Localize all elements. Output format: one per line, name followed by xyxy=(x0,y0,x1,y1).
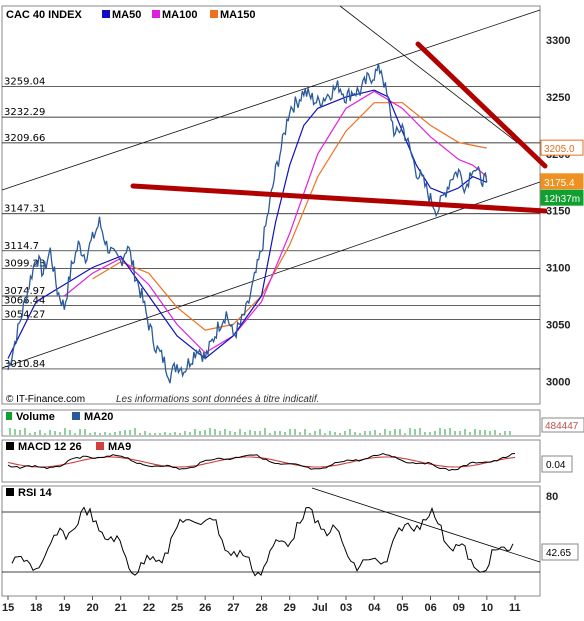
level-label: 3232.29 xyxy=(4,107,45,118)
x-tick-label: 05 xyxy=(396,602,408,614)
rsi-title: RSI 14 xyxy=(18,487,53,499)
level-label: 3114.7 xyxy=(4,241,39,252)
ma150-line xyxy=(92,102,487,331)
volume-panel: Volume MA20 484447 xyxy=(1,409,584,437)
x-tick-label: 10 xyxy=(481,602,493,614)
rsi-panel: RSI 14 80 42.65 xyxy=(1,485,579,597)
level-label: 3259.04 xyxy=(4,77,45,88)
price-line xyxy=(7,63,488,384)
x-tick-label: 04 xyxy=(368,602,381,614)
macd-panel: MACD 12 26 MA9 0.04 xyxy=(1,439,573,483)
y-tick-label: 3050 xyxy=(546,319,570,331)
level-label: 3010.84 xyxy=(4,359,45,370)
legend-swatch-ma150 xyxy=(210,10,218,18)
price-tag-box xyxy=(540,189,584,206)
rsi-value: 42.65 xyxy=(546,548,571,559)
rsi-panel-frame xyxy=(1,485,541,597)
red-resistance-line xyxy=(415,41,548,169)
y-tick-label: 3000 xyxy=(546,376,570,388)
x-tick-label: 21 xyxy=(115,602,127,614)
macd-title: MACD 12 26 xyxy=(18,441,82,453)
level-label: 3074.97 xyxy=(4,286,45,297)
legend-ma150: MA150 xyxy=(220,9,255,21)
legend-swatch-ma50 xyxy=(102,10,110,18)
level-label: 3099.23 xyxy=(4,258,45,269)
volume-title: Volume xyxy=(16,411,55,423)
ma100-line xyxy=(63,90,488,354)
macd-value: 0.04 xyxy=(546,460,566,471)
x-tick-label: 20 xyxy=(87,602,99,614)
rsi-trend-line xyxy=(311,487,541,563)
y-tick-label: 3250 xyxy=(546,92,570,104)
x-tick-label: 19 xyxy=(58,602,70,614)
trend-lines xyxy=(1,5,541,369)
volume-bars xyxy=(9,428,511,435)
volume-ma-label: MA20 xyxy=(84,411,113,423)
x-tick-label: 22 xyxy=(143,602,155,614)
x-tick-label: 09 xyxy=(453,602,465,614)
chart-title: CAC 40 INDEX xyxy=(6,9,82,21)
x-tick-label: 26 xyxy=(199,602,211,614)
red-support-line xyxy=(130,183,548,214)
level-label: 3054.27 xyxy=(4,310,45,321)
x-axis: 15 18 19 20 21 22 25 26 27 28 29 Jul 03 04 05 06 09 10 11 xyxy=(2,596,521,614)
price-tag-box xyxy=(540,139,584,156)
descending-line xyxy=(339,5,541,161)
y-tick-label: 3100 xyxy=(546,263,570,275)
level-label: 3147.31 xyxy=(4,204,45,215)
legend-swatch-ma9 xyxy=(96,442,104,450)
macd-tag xyxy=(541,455,573,473)
y-tick-label: 3150 xyxy=(546,206,570,218)
legend-swatch-volume xyxy=(6,412,12,420)
price-tags: 3205.0 3175.4 12h37m xyxy=(540,139,584,206)
macd-signal-label: MA9 xyxy=(108,441,131,453)
volume-panel-frame xyxy=(1,409,541,437)
legend-ma100: MA100 xyxy=(162,9,197,21)
x-tick-label: 03 xyxy=(340,602,352,614)
x-tick-label: 06 xyxy=(425,602,437,614)
legend-swatch-macd xyxy=(6,442,14,450)
price-tag-label: 3205.0 xyxy=(544,144,575,155)
rsi-tick-80: 80 xyxy=(546,491,558,503)
lower-channel-line xyxy=(1,181,541,369)
copyright-text: © IT-Finance.com xyxy=(6,394,85,405)
legend-swatch-vol-ma xyxy=(72,412,80,420)
disclaimer-text: Les informations sont données à titre in… xyxy=(116,394,319,405)
macd-line xyxy=(7,452,516,472)
rsi-line xyxy=(11,506,514,577)
x-tick-label: Jul xyxy=(312,602,328,614)
x-tick-label: 15 xyxy=(2,602,14,614)
price-tag-box xyxy=(540,173,584,190)
upper-channel-line xyxy=(1,9,541,191)
level-label: 3209.66 xyxy=(4,133,45,144)
legend-swatch-ma100 xyxy=(152,10,160,18)
y-axis: 3300325032003150310030503000 xyxy=(546,35,570,388)
x-tick-label: 27 xyxy=(227,602,239,614)
x-tick-label: 18 xyxy=(30,602,42,614)
volume-tag xyxy=(541,417,584,433)
legend-swatch-rsi xyxy=(6,488,14,496)
macd-panel-frame xyxy=(1,439,541,483)
x-tick-label: 28 xyxy=(256,602,268,614)
x-tick-label: 25 xyxy=(171,602,183,614)
rsi-tag xyxy=(541,543,579,561)
price-tag-label: 12h37m xyxy=(544,194,580,205)
price-panel: 3259.04 3232.29 3209.66 3147.31 3114.7 3099.2… xyxy=(1,5,584,405)
legend-ma50: MA50 xyxy=(112,9,141,21)
x-tick-label: 29 xyxy=(284,602,296,614)
ma50-line xyxy=(7,89,488,360)
volume-value: 484447 xyxy=(545,421,579,432)
price-tag-label: 3175.4 xyxy=(544,178,575,189)
y-tick-label: 3300 xyxy=(546,35,570,47)
x-tick-label: 11 xyxy=(509,602,521,614)
